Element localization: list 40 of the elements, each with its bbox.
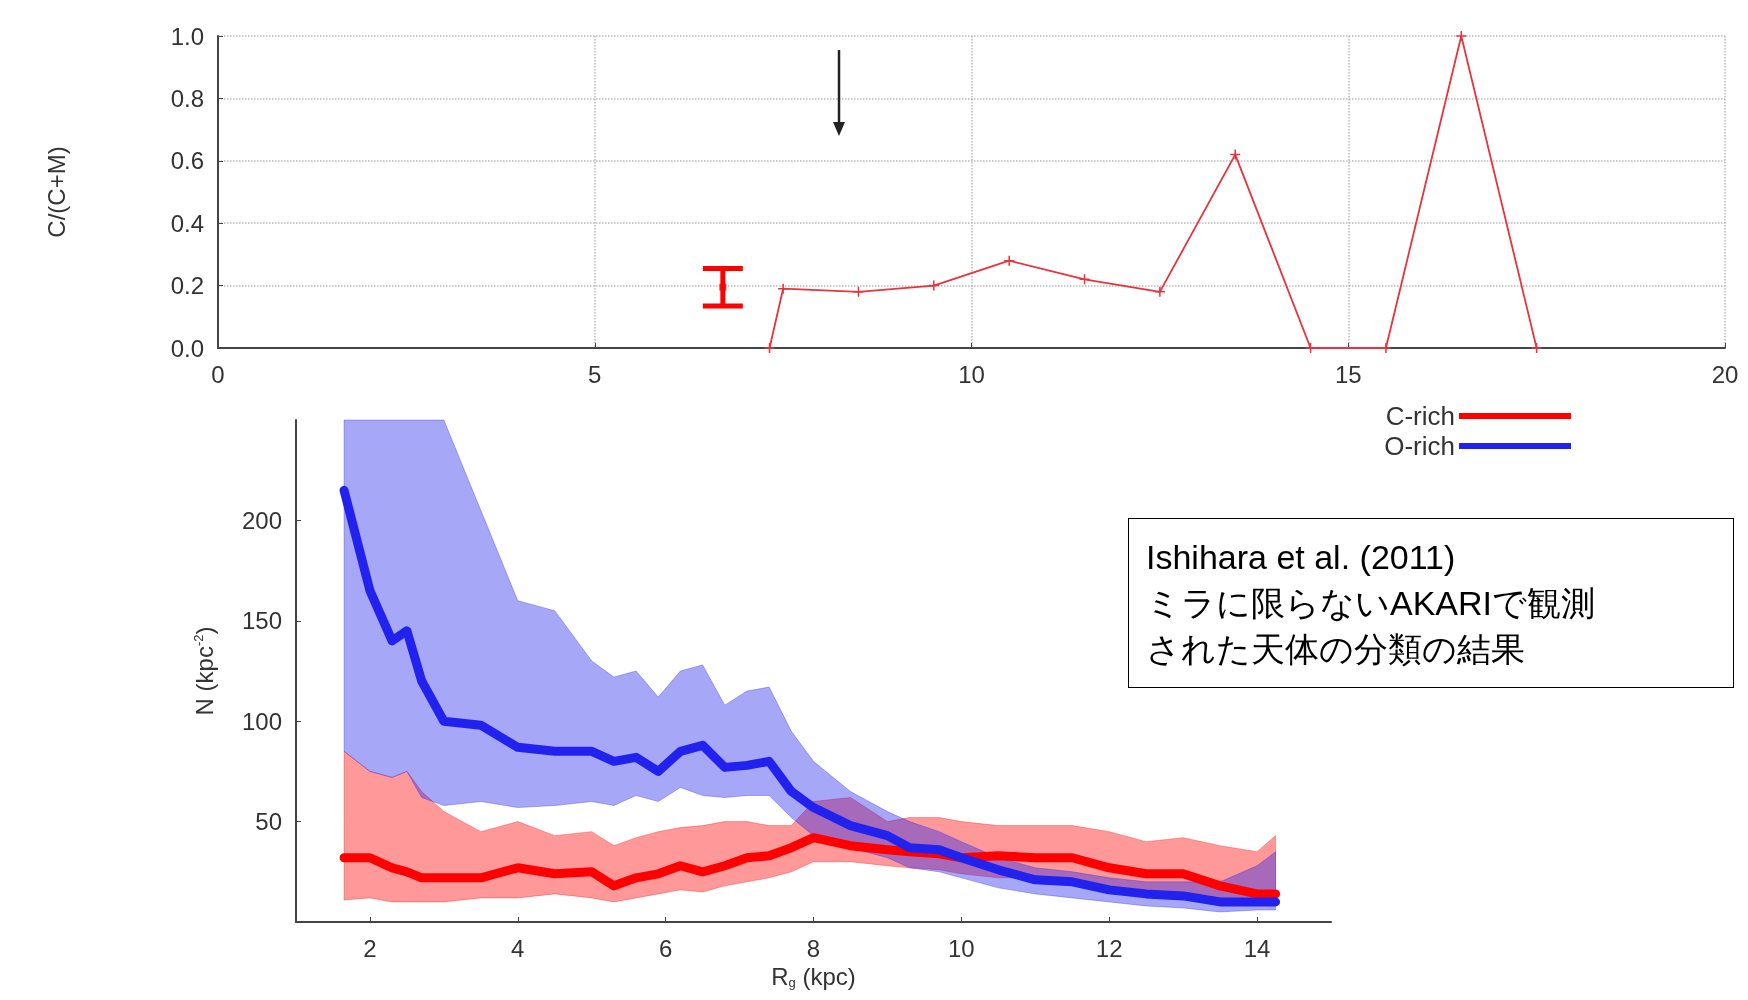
point bbox=[928, 279, 940, 292]
point bbox=[1078, 273, 1091, 286]
point bbox=[1154, 286, 1166, 298]
y-tick-label: 100 bbox=[241, 707, 282, 735]
point bbox=[719, 283, 727, 291]
y-tick-label: 0.4 bbox=[170, 209, 204, 237]
y-tick-label: 200 bbox=[241, 506, 282, 534]
x-tick-label: 8 bbox=[806, 934, 821, 962]
x-tick-label: 12 bbox=[1095, 934, 1123, 962]
annotation: Ishihara et al. (2011) bbox=[1146, 538, 1456, 576]
x-tick-label: 14 bbox=[1243, 934, 1271, 962]
y-tick-label: 0.6 bbox=[170, 147, 204, 175]
point bbox=[1530, 342, 1543, 354]
x-tick-label: 15 bbox=[1334, 360, 1362, 388]
x-tick-label: 10 bbox=[958, 360, 985, 388]
x-tick-label: 4 bbox=[511, 934, 525, 962]
y-axis-title: N (kpc-2) bbox=[190, 626, 218, 716]
y-tick-label: 0.8 bbox=[170, 84, 204, 112]
y-tick-label: 50 bbox=[255, 808, 282, 836]
legend-label: O-rich bbox=[1384, 431, 1455, 461]
x-tick-label: 0 bbox=[211, 360, 225, 388]
x-tick-label: 5 bbox=[588, 360, 602, 388]
x-tick-label: 6 bbox=[658, 934, 673, 962]
y-tick-label: 0.2 bbox=[170, 272, 204, 300]
y-tick-label: 150 bbox=[241, 607, 282, 635]
x-axis-title: Rg (kpc) bbox=[771, 963, 856, 991]
annotation: ミラに限らないAKARIで観測された天体の分類の結果 bbox=[1146, 584, 1596, 668]
x-tick-label: 10 bbox=[948, 934, 975, 962]
point bbox=[763, 342, 776, 354]
point bbox=[1229, 148, 1241, 161]
point bbox=[1003, 254, 1015, 267]
x-tick-label: 2 bbox=[363, 934, 377, 962]
point bbox=[777, 282, 789, 295]
y-tick-label: 1.0 bbox=[170, 22, 204, 50]
y-tick-label: 0.0 bbox=[170, 334, 204, 362]
point bbox=[852, 286, 865, 298]
point bbox=[1455, 30, 1468, 42]
y-axis-title: C/(C+M) bbox=[42, 146, 70, 238]
legend-label: C-rich bbox=[1385, 401, 1455, 431]
x-tick-label: 20 bbox=[1711, 360, 1739, 388]
